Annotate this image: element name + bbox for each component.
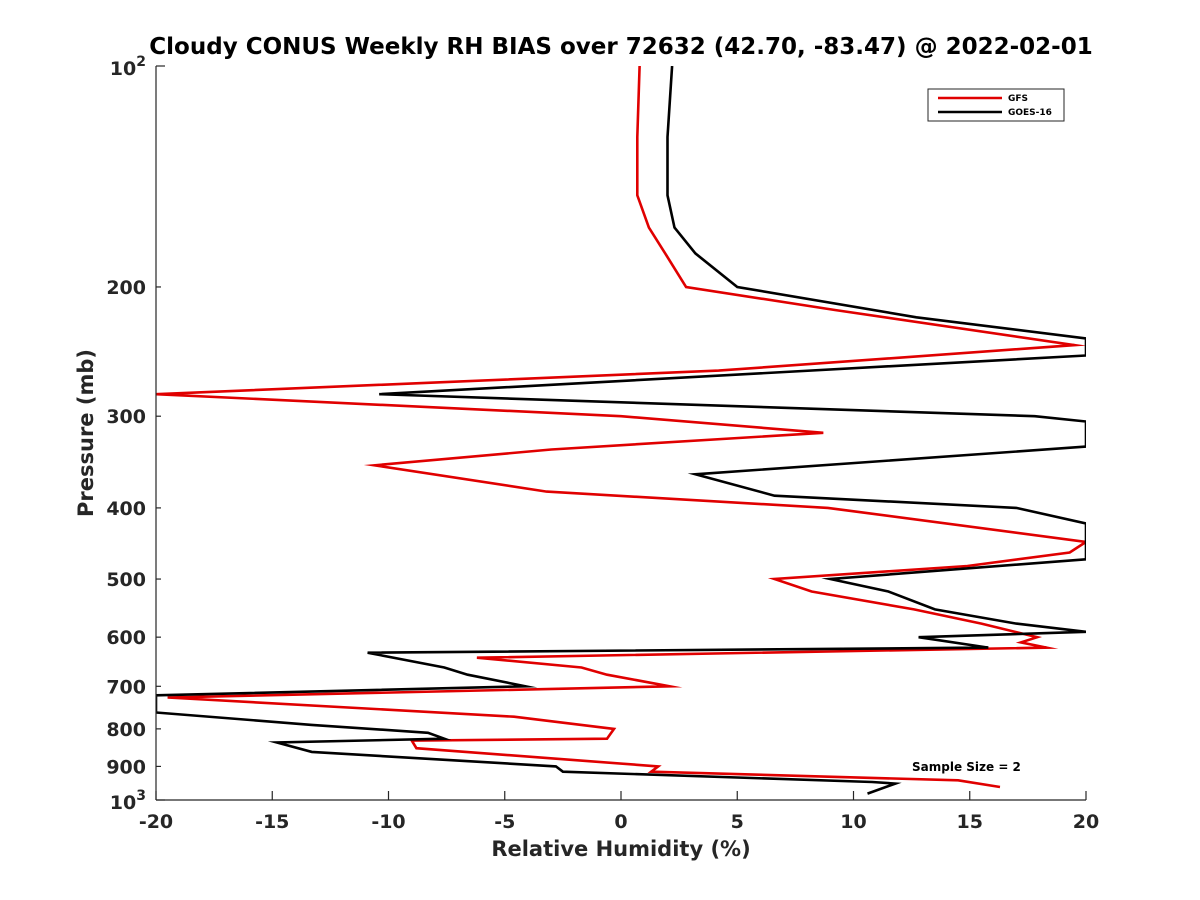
x-tick-label: -15 xyxy=(255,811,289,833)
x-tick-label: -10 xyxy=(371,811,405,833)
y-tick-label: 200 xyxy=(106,277,146,299)
y-tick-label: 500 xyxy=(106,569,146,591)
x-tick-label: 20 xyxy=(1073,811,1099,833)
legend-entry: GOES-16 xyxy=(1008,108,1052,118)
y-decade-tick-base: 10 xyxy=(110,792,136,814)
series-line-gfs xyxy=(156,66,1086,789)
y-axis-label: Pressure (mb) xyxy=(74,349,98,517)
y-tick-label: 900 xyxy=(106,756,146,778)
y-decade-tick-base: 10 xyxy=(110,58,136,80)
y-tick-label: 300 xyxy=(106,406,146,428)
chart-title: Cloudy CONUS Weekly RH BIAS over 72632 (… xyxy=(149,34,1092,60)
legend-entry: GFS xyxy=(1008,94,1028,104)
x-tick-label: -20 xyxy=(139,811,173,833)
x-tick-label: -5 xyxy=(494,811,515,833)
x-axis-label: Relative Humidity (%) xyxy=(491,837,750,861)
series-line-goes-16 xyxy=(156,66,1086,795)
x-tick-label: 15 xyxy=(957,811,983,833)
legend: GFS GOES-16 xyxy=(927,88,1065,122)
y-decade-tick-exponent: 2 xyxy=(136,54,146,70)
y-decade-tick-exponent: 3 xyxy=(136,788,146,804)
legend-box xyxy=(927,88,1065,122)
plot-area: -20 -15 -10 -5 0 5 10 15 20102103200300400500600… xyxy=(106,54,1099,833)
sample-size-annotation: Sample Size = 2 xyxy=(912,760,1021,774)
y-tick-label: 600 xyxy=(106,627,146,649)
y-tick-label: 400 xyxy=(106,498,146,520)
y-decade-tick-label: 102 xyxy=(110,54,146,80)
x-tick-label: 0 xyxy=(614,811,627,833)
x-tick-label: 5 xyxy=(731,811,744,833)
x-tick-label: 10 xyxy=(840,811,866,833)
y-tick-label: 800 xyxy=(106,719,146,741)
y-tick-label: 700 xyxy=(106,676,146,698)
y-decade-tick-label: 103 xyxy=(110,788,146,814)
